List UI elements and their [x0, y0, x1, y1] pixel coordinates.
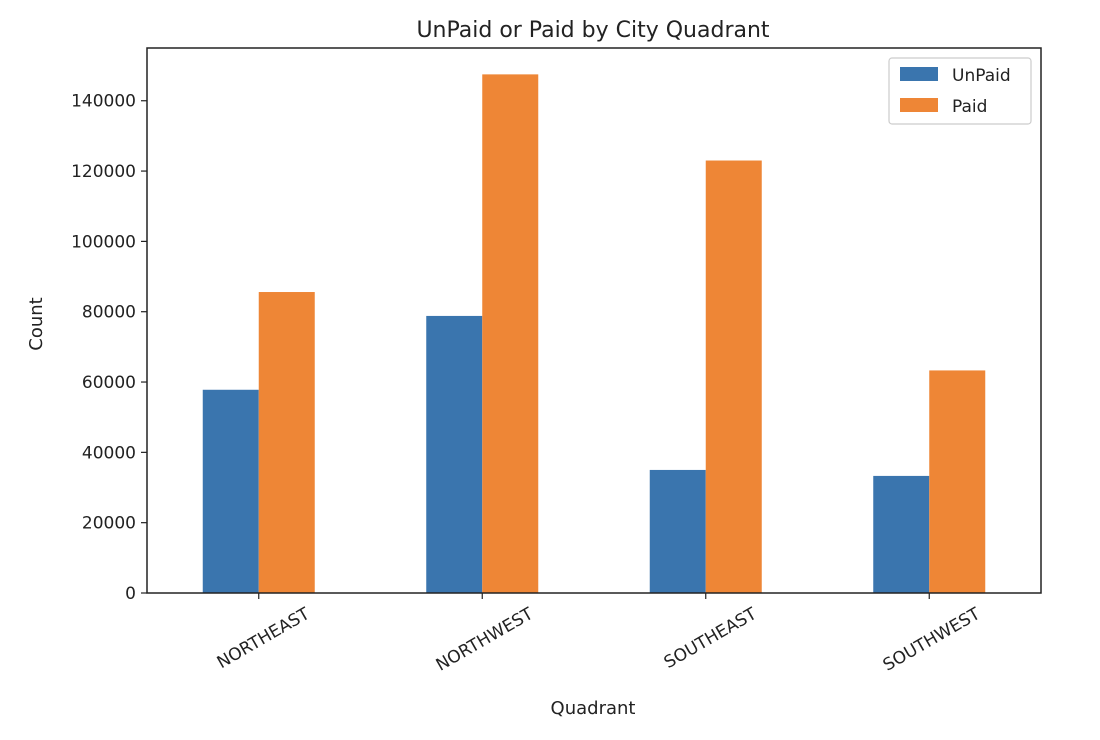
bar-unpaid-northwest — [426, 315, 483, 593]
x-tick-label: SOUTHEAST — [661, 604, 761, 673]
y-tick-label: 140000 — [71, 92, 136, 112]
y-tick-label: 0 — [125, 584, 136, 604]
y-tick-label: 60000 — [82, 373, 136, 393]
legend-swatch-unpaid — [900, 67, 938, 81]
chart-title: UnPaid or Paid by City Quadrant — [416, 18, 769, 43]
legend-label-unpaid: UnPaid — [952, 66, 1011, 86]
bar-paid-northeast — [258, 292, 315, 593]
bar-paid-southwest — [929, 370, 986, 593]
bar-paid-southeast — [705, 160, 762, 594]
bar-unpaid-southeast — [649, 469, 706, 593]
plot-frame — [146, 47, 1042, 594]
y-tick-label: 120000 — [71, 162, 136, 182]
legend-swatch-paid — [900, 98, 938, 112]
x-tick-label: NORTHEAST — [214, 604, 314, 673]
bar-unpaid-southwest — [873, 475, 930, 593]
bar-unpaid-northeast — [202, 389, 259, 593]
x-tick-label: SOUTHWEST — [880, 604, 985, 676]
y-tick-label: 100000 — [71, 232, 136, 252]
y-axis-label: Count — [26, 297, 47, 350]
legend: UnPaid Paid — [888, 57, 1032, 125]
bar-paid-northwest — [482, 74, 539, 593]
x-axis: NORTHEAST NORTHWEST SOUTHEAST SOUTHWEST — [214, 593, 985, 676]
legend-label-paid: Paid — [952, 97, 987, 117]
y-tick-label: 40000 — [82, 443, 136, 463]
y-tick-label: 80000 — [82, 303, 136, 323]
y-tick-label: 20000 — [82, 514, 136, 534]
y-axis: 0 20000 40000 60000 80000 100000 120000 140000 — [71, 92, 147, 604]
plot-area — [202, 74, 986, 594]
x-axis-label: Quadrant — [551, 698, 636, 719]
x-tick-label: NORTHWEST — [433, 604, 538, 676]
